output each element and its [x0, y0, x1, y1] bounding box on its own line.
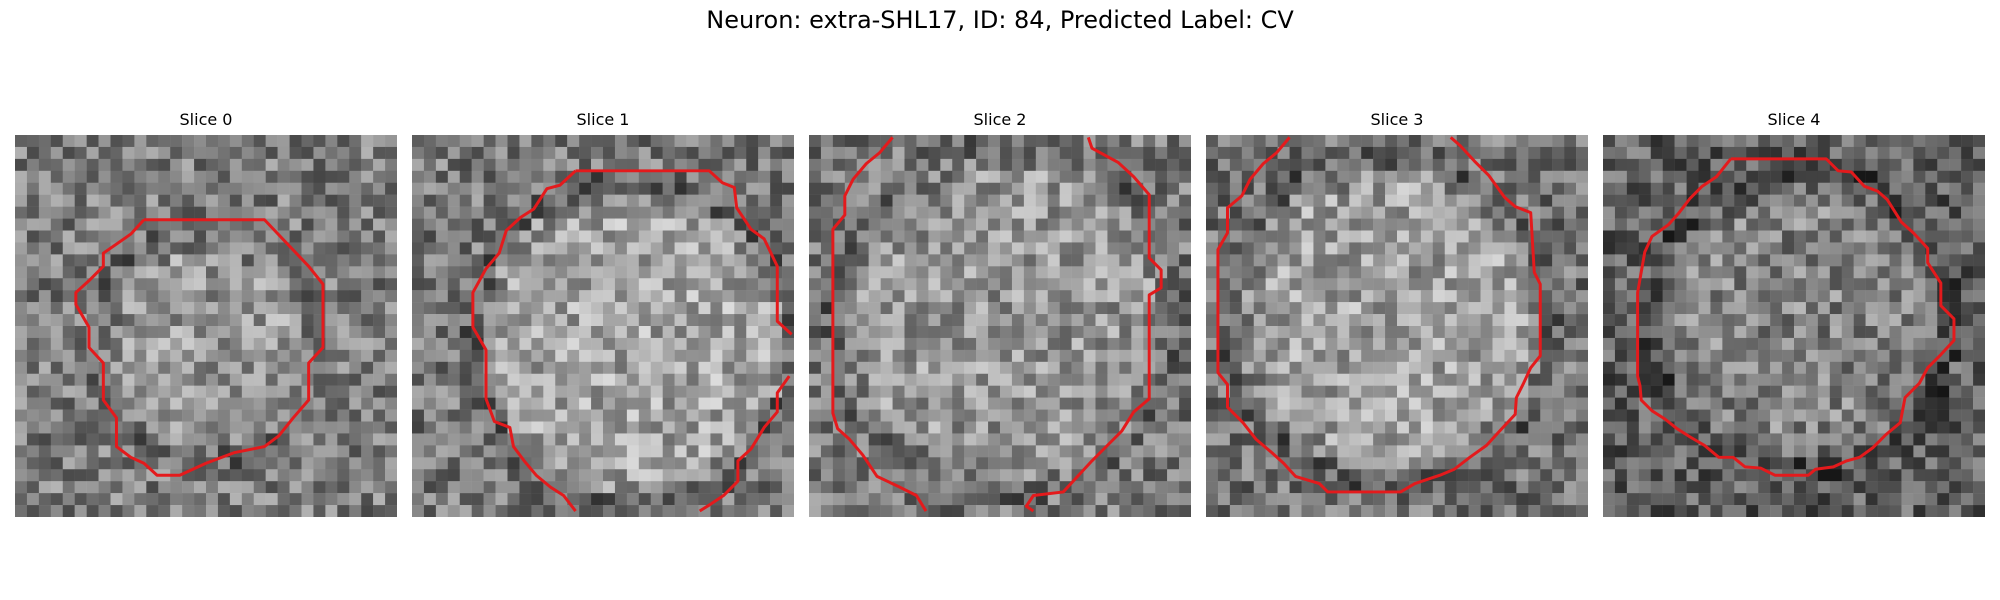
slice-panel-4: Slice 4: [1603, 108, 1985, 517]
slice-image: [412, 135, 794, 517]
slice-image: [1206, 135, 1588, 517]
slice-panel-0: Slice 0: [15, 108, 397, 517]
slice-title: Slice 0: [179, 110, 233, 129]
slice-title: Slice 3: [1370, 110, 1424, 129]
slice-image: [15, 135, 397, 517]
slice-title: Slice 4: [1767, 110, 1821, 129]
slice-panel-1: Slice 1: [412, 108, 794, 517]
slice-panel-2: Slice 2: [809, 108, 1191, 517]
slice-title: Slice 1: [576, 110, 630, 129]
slice-image: [1603, 135, 1985, 517]
figure-title: Neuron: extra-SHL17, ID: 84, Predicted L…: [706, 6, 1294, 34]
slice-panel-3: Slice 3: [1206, 108, 1588, 517]
slice-title: Slice 2: [973, 110, 1027, 129]
slice-image: [809, 135, 1191, 517]
